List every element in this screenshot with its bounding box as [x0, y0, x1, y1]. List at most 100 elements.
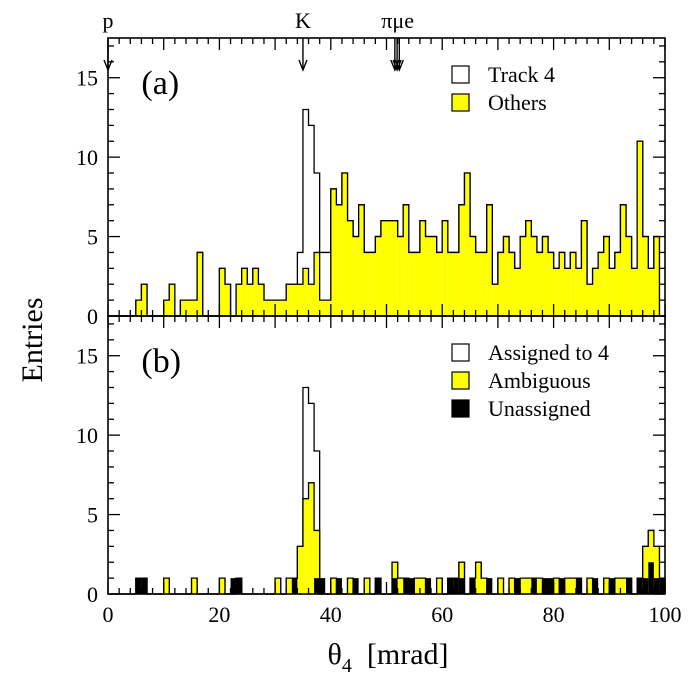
bar [358, 204, 365, 316]
y-tick-label: 10 [76, 145, 98, 170]
bar [163, 578, 170, 594]
bar [314, 173, 320, 316]
bar [302, 268, 309, 316]
y-tick-label: 0 [87, 304, 98, 329]
bar [564, 268, 571, 316]
bar [258, 284, 264, 316]
legend-swatch [451, 65, 470, 84]
bar [553, 578, 560, 594]
x-tick-label: 60 [431, 602, 453, 627]
bar [308, 482, 315, 594]
legend-swatch [451, 343, 470, 362]
bar [631, 268, 638, 316]
bar [392, 578, 398, 594]
bar [247, 284, 253, 316]
bar [319, 252, 326, 316]
bar [336, 204, 342, 316]
bar [403, 204, 409, 316]
y-tick-label: 15 [76, 344, 98, 369]
bar [425, 236, 432, 316]
y-tick-label: 15 [76, 66, 98, 91]
bar [653, 546, 660, 594]
histogram-outline [108, 482, 666, 595]
bar [626, 236, 632, 316]
bar [592, 268, 599, 316]
marker-label: p [103, 8, 114, 33]
legend-label: Ambiguous [488, 368, 591, 393]
bar [241, 268, 248, 316]
bar [197, 252, 203, 316]
bar [347, 578, 354, 594]
bar [297, 546, 303, 594]
bar [620, 204, 627, 316]
bar [481, 252, 487, 316]
bar [375, 578, 381, 594]
bar [592, 578, 599, 594]
x-tick-label: 20 [208, 602, 230, 627]
y-tick-label: 5 [87, 225, 98, 250]
x-axis-symbol: θ [328, 638, 342, 671]
marker-arrow-head [394, 59, 404, 72]
bar [314, 451, 320, 594]
bar [542, 578, 549, 594]
bar [553, 268, 560, 316]
bar [236, 284, 242, 316]
y-tick-label: 0 [87, 582, 98, 607]
bar [614, 578, 621, 594]
bar [475, 562, 482, 594]
bar [514, 578, 521, 594]
bar [609, 578, 615, 594]
bar [492, 284, 498, 316]
bar [380, 220, 387, 316]
bar [442, 220, 448, 316]
bar [314, 252, 320, 316]
legend-label: Assigned to 4 [488, 340, 609, 365]
bar [497, 578, 504, 594]
bar [509, 578, 515, 594]
bar [302, 387, 309, 594]
bar [364, 252, 370, 316]
bar [464, 173, 471, 316]
bar [587, 578, 593, 594]
bar [325, 300, 331, 316]
bar [653, 236, 660, 316]
bar [575, 268, 582, 316]
y-tick-label: 10 [76, 423, 98, 448]
bar [330, 578, 337, 594]
bar [397, 236, 404, 316]
bar [559, 578, 565, 594]
bar [425, 578, 432, 594]
bar [447, 578, 454, 594]
bar [319, 300, 326, 316]
x-tick-label: 100 [649, 602, 682, 627]
bar [475, 252, 482, 316]
bar [286, 284, 292, 316]
bar [548, 578, 554, 594]
bar [319, 578, 326, 594]
bar [419, 220, 426, 316]
bar [570, 578, 576, 594]
bar [648, 562, 654, 594]
bar [347, 220, 354, 316]
bar [575, 578, 582, 594]
x-axis-unit: [mrad] [367, 638, 449, 671]
bar [414, 578, 420, 594]
bar [542, 236, 549, 316]
bar [603, 578, 610, 594]
bar [414, 252, 420, 316]
x-axis-subscript: 4 [342, 655, 352, 677]
bar [330, 188, 337, 316]
bar [302, 109, 309, 316]
bar [219, 578, 225, 594]
marker-label: K [295, 8, 311, 33]
bar [236, 578, 242, 594]
x-tick-label: 80 [543, 602, 565, 627]
bar [135, 578, 142, 594]
bar [531, 236, 537, 316]
bar [224, 284, 231, 316]
bar [392, 220, 398, 316]
bar [653, 578, 660, 594]
bar [291, 578, 298, 594]
